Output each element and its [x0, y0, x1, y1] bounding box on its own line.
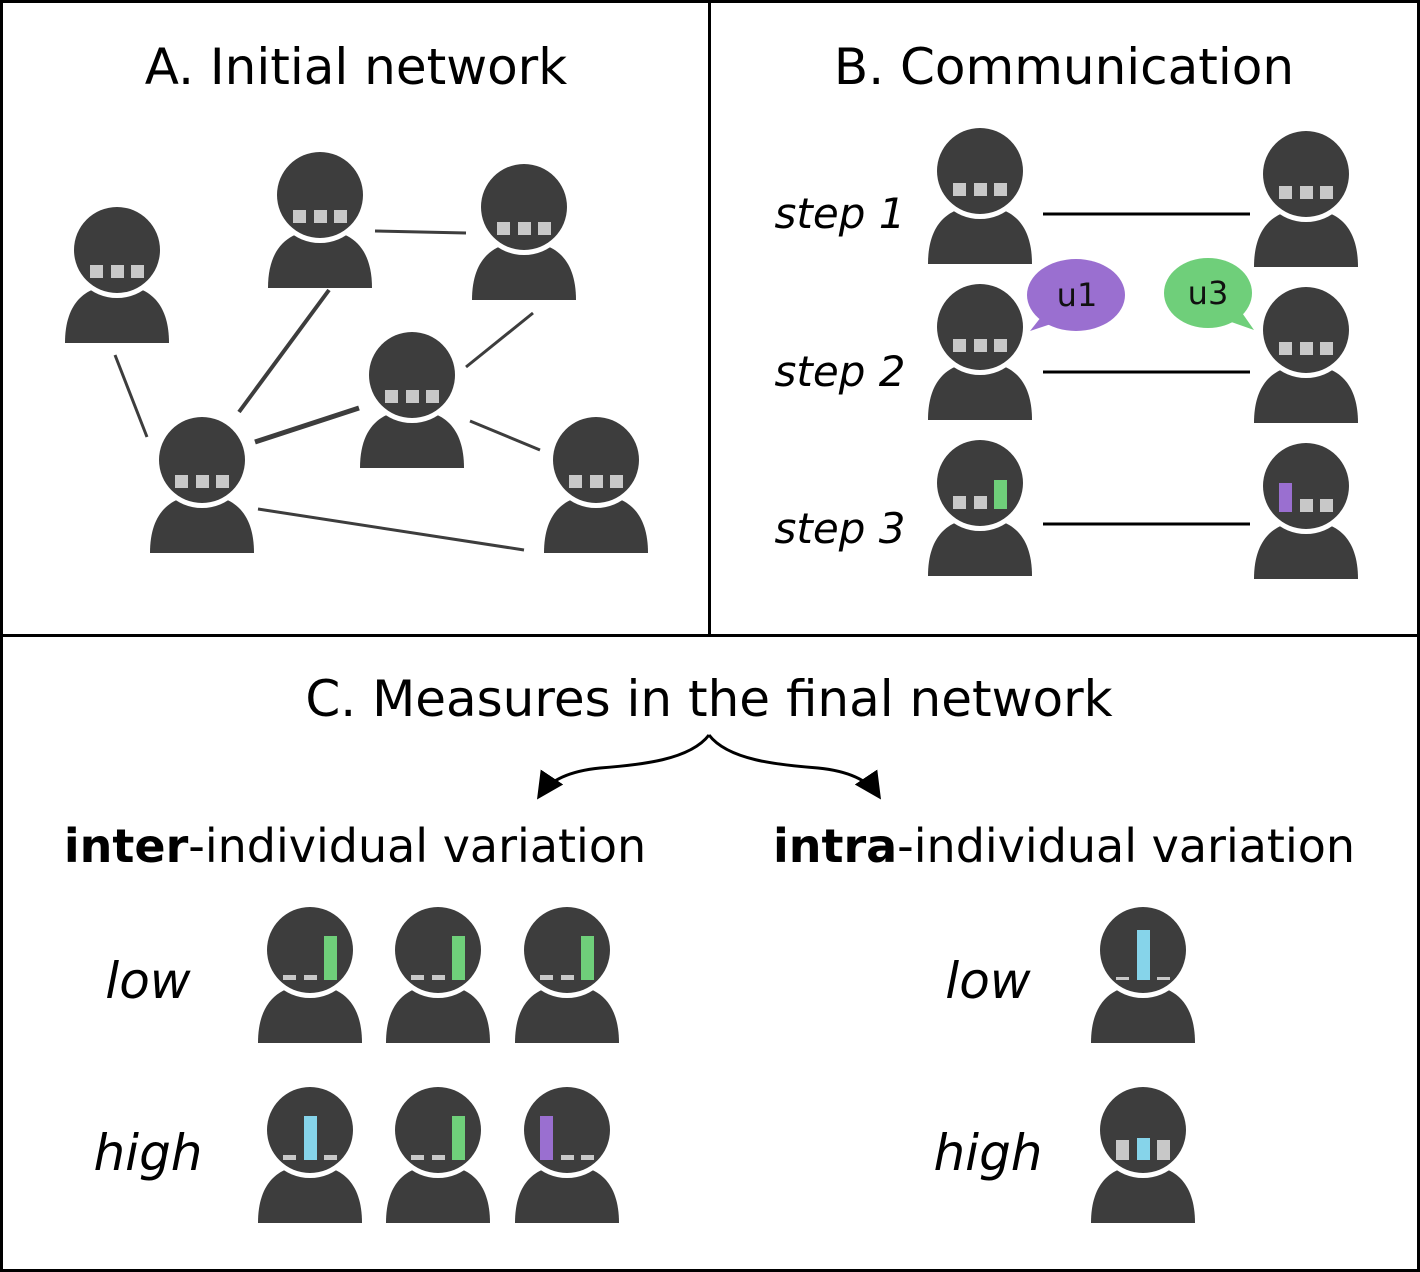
network-edge — [465, 311, 534, 369]
network-agent — [150, 412, 254, 553]
network-edge — [254, 405, 360, 445]
intra-high-label: high — [933, 1124, 1042, 1182]
listener-agent-step-2 — [1254, 282, 1358, 423]
intra-low-agent — [1091, 902, 1195, 1043]
speaker-agent-step-3 — [928, 435, 1032, 576]
intra-variation-title: intra-individual variation — [773, 819, 1355, 873]
bubble-u3-text: u3 — [1188, 274, 1229, 312]
inter-high-agent — [386, 1082, 490, 1223]
intra-high-agent — [1091, 1082, 1195, 1223]
step-2-label: step 2 — [775, 347, 906, 396]
network-edge — [113, 354, 149, 438]
speaker-agent-step-2 — [928, 279, 1032, 420]
inter-low-agent — [515, 902, 619, 1043]
inter-low-label: low — [105, 952, 190, 1010]
network-agent — [472, 159, 576, 300]
listener-agent-step-1 — [1254, 126, 1358, 267]
inter-low-agent — [386, 902, 490, 1043]
inter-variation-title: inter-individual variation — [64, 819, 646, 873]
panel-c-title: C. Measures in the final network — [305, 670, 1112, 728]
branch-arrow-right — [707, 734, 881, 800]
network-edge — [469, 419, 541, 452]
panel-c-border — [0, 634, 1420, 1272]
panel-a-title: A. Initial network — [145, 38, 567, 96]
panel-b-title: B. Communication — [834, 38, 1294, 96]
intra-low-label: low — [945, 952, 1030, 1010]
intra-rest: -individual variation — [897, 819, 1355, 873]
network-edge — [374, 229, 467, 235]
inter-high-agent — [258, 1082, 362, 1223]
communication-links — [1043, 212, 1250, 526]
network-edge — [257, 507, 525, 552]
network-agent — [544, 412, 648, 553]
network-edges — [113, 229, 541, 552]
network-agent — [360, 327, 464, 468]
bubble-u1-text: u1 — [1057, 276, 1098, 314]
inter-high-agent — [515, 1082, 619, 1223]
listener-agent-step-3 — [1254, 438, 1358, 579]
step-3-label: step 3 — [775, 504, 906, 553]
inter-high-label: high — [93, 1124, 202, 1182]
intra-bold: intra — [773, 819, 897, 873]
network-edge — [237, 288, 331, 414]
step-1-label: step 1 — [775, 189, 906, 238]
inter-rest: -individual variation — [188, 819, 646, 873]
inter-bold: inter — [64, 819, 189, 873]
branch-arrow-left — [537, 734, 711, 800]
speech-bubble-u3: u3 — [1164, 258, 1254, 330]
speaker-agent-step-1 — [928, 123, 1032, 264]
speech-bubble-u1: u1 — [1027, 259, 1125, 331]
network-agent — [268, 147, 372, 288]
inter-low-agent — [258, 902, 362, 1043]
network-agent — [65, 202, 169, 343]
